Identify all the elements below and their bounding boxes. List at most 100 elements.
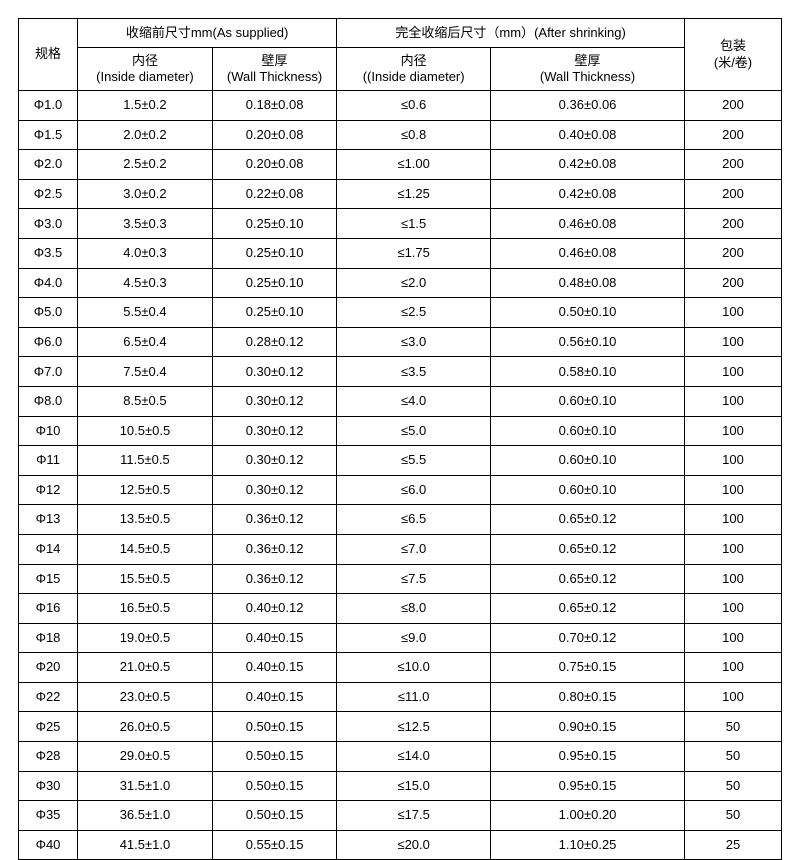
cell-wt2: 0.56±0.10	[491, 327, 685, 357]
cell-id2: ≤0.6	[337, 91, 491, 121]
header-spec: 规格	[19, 19, 78, 91]
cell-wt2: 1.10±0.25	[491, 830, 685, 860]
cell-wt: 0.25±0.10	[212, 209, 336, 239]
cell-id2: ≤1.5	[337, 209, 491, 239]
cell-wt: 0.25±0.10	[212, 238, 336, 268]
cell-spec: Φ1.0	[19, 91, 78, 121]
header-inside-dia-2: 内径 ((Inside diameter)	[337, 48, 491, 91]
cell-id2: ≤14.0	[337, 742, 491, 772]
cell-spec: Φ13	[19, 505, 78, 535]
cell-spec: Φ16	[19, 594, 78, 624]
table-row: Φ6.06.5±0.40.28±0.12≤3.00.56±0.10100	[19, 327, 782, 357]
table-row: Φ1414.5±0.50.36±0.12≤7.00.65±0.12100	[19, 534, 782, 564]
cell-wt: 0.30±0.12	[212, 475, 336, 505]
header-group-supplied: 收缩前尺寸mm(As supplied)	[78, 19, 337, 48]
header-packing-cn: 包装	[720, 38, 746, 53]
cell-pack: 100	[685, 357, 782, 387]
table-row: Φ4.04.5±0.30.25±0.10≤2.00.48±0.08200	[19, 268, 782, 298]
cell-wt2: 0.40±0.08	[491, 120, 685, 150]
cell-wt2: 0.48±0.08	[491, 268, 685, 298]
cell-wt: 0.25±0.10	[212, 268, 336, 298]
cell-spec: Φ2.0	[19, 150, 78, 180]
cell-wt2: 0.65±0.12	[491, 505, 685, 535]
cell-wt2: 0.60±0.10	[491, 416, 685, 446]
cell-wt2: 0.60±0.10	[491, 446, 685, 476]
table-row: Φ2526.0±0.50.50±0.15≤12.50.90±0.1550	[19, 712, 782, 742]
table-row: Φ1.52.0±0.20.20±0.08≤0.80.40±0.08200	[19, 120, 782, 150]
cell-wt: 0.30±0.12	[212, 386, 336, 416]
cell-id2: ≤20.0	[337, 830, 491, 860]
cell-wt2: 0.65±0.12	[491, 534, 685, 564]
cell-id: 16.5±0.5	[78, 594, 213, 624]
table-body: Φ1.01.5±0.20.18±0.08≤0.60.36±0.06200Φ1.5…	[19, 91, 782, 860]
table-row: Φ3536.5±1.00.50±0.15≤17.51.00±0.2050	[19, 801, 782, 831]
table-row: Φ1616.5±0.50.40±0.12≤8.00.65±0.12100	[19, 594, 782, 624]
cell-wt2: 0.70±0.12	[491, 623, 685, 653]
cell-spec: Φ3.5	[19, 238, 78, 268]
cell-spec: Φ14	[19, 534, 78, 564]
cell-id2: ≤1.25	[337, 179, 491, 209]
cell-wt: 0.40±0.15	[212, 653, 336, 683]
cell-pack: 50	[685, 712, 782, 742]
cell-wt2: 0.75±0.15	[491, 653, 685, 683]
cell-wt: 0.18±0.08	[212, 91, 336, 121]
cell-spec: Φ5.0	[19, 298, 78, 328]
cell-id2: ≤5.0	[337, 416, 491, 446]
cell-wt: 0.50±0.15	[212, 742, 336, 772]
cell-wt2: 1.00±0.20	[491, 801, 685, 831]
cell-spec: Φ22	[19, 682, 78, 712]
table-row: Φ3.54.0±0.30.25±0.10≤1.750.46±0.08200	[19, 238, 782, 268]
cell-wt2: 0.90±0.15	[491, 712, 685, 742]
cell-pack: 100	[685, 505, 782, 535]
cell-pack: 100	[685, 386, 782, 416]
cell-spec: Φ30	[19, 771, 78, 801]
cell-wt: 0.20±0.08	[212, 120, 336, 150]
cell-pack: 50	[685, 801, 782, 831]
cell-wt: 0.55±0.15	[212, 830, 336, 860]
table-row: Φ1313.5±0.50.36±0.12≤6.50.65±0.12100	[19, 505, 782, 535]
header-group-shrunk: 完全收缩后尺寸（mm）(After shrinking)	[337, 19, 685, 48]
cell-id: 3.0±0.2	[78, 179, 213, 209]
cell-id: 2.0±0.2	[78, 120, 213, 150]
table-row: Φ1515.5±0.50.36±0.12≤7.50.65±0.12100	[19, 564, 782, 594]
spec-table: 规格 收缩前尺寸mm(As supplied) 完全收缩后尺寸（mm）(Afte…	[18, 18, 782, 860]
cell-spec: Φ10	[19, 416, 78, 446]
cell-wt2: 0.80±0.15	[491, 682, 685, 712]
cell-pack: 200	[685, 150, 782, 180]
cell-wt2: 0.65±0.12	[491, 594, 685, 624]
cell-wt2: 0.46±0.08	[491, 238, 685, 268]
cell-id2: ≤3.5	[337, 357, 491, 387]
cell-id2: ≤15.0	[337, 771, 491, 801]
cell-pack: 100	[685, 623, 782, 653]
cell-pack: 50	[685, 742, 782, 772]
table-row: Φ1111.5±0.50.30±0.12≤5.50.60±0.10100	[19, 446, 782, 476]
cell-wt2: 0.95±0.15	[491, 771, 685, 801]
cell-id2: ≤0.8	[337, 120, 491, 150]
cell-id: 26.0±0.5	[78, 712, 213, 742]
cell-spec: Φ3.0	[19, 209, 78, 239]
cell-pack: 200	[685, 209, 782, 239]
cell-wt2: 0.42±0.08	[491, 150, 685, 180]
cell-wt2: 0.58±0.10	[491, 357, 685, 387]
cell-pack: 100	[685, 446, 782, 476]
cell-id2: ≤2.5	[337, 298, 491, 328]
cell-id: 14.5±0.5	[78, 534, 213, 564]
cell-spec: Φ8.0	[19, 386, 78, 416]
cell-id: 5.5±0.4	[78, 298, 213, 328]
cell-pack: 100	[685, 416, 782, 446]
cell-pack: 100	[685, 534, 782, 564]
table-row: Φ2.02.5±0.20.20±0.08≤1.000.42±0.08200	[19, 150, 782, 180]
cell-id2: ≤6.5	[337, 505, 491, 535]
cell-wt: 0.40±0.15	[212, 682, 336, 712]
table-row: Φ1819.0±0.50.40±0.15≤9.00.70±0.12100	[19, 623, 782, 653]
cell-pack: 200	[685, 91, 782, 121]
cell-id: 6.5±0.4	[78, 327, 213, 357]
cell-spec: Φ11	[19, 446, 78, 476]
cell-spec: Φ6.0	[19, 327, 78, 357]
cell-wt: 0.50±0.15	[212, 771, 336, 801]
table-row: Φ2.53.0±0.20.22±0.08≤1.250.42±0.08200	[19, 179, 782, 209]
cell-pack: 100	[685, 564, 782, 594]
cell-pack: 100	[685, 682, 782, 712]
cell-id2: ≤1.00	[337, 150, 491, 180]
cell-wt2: 0.46±0.08	[491, 209, 685, 239]
